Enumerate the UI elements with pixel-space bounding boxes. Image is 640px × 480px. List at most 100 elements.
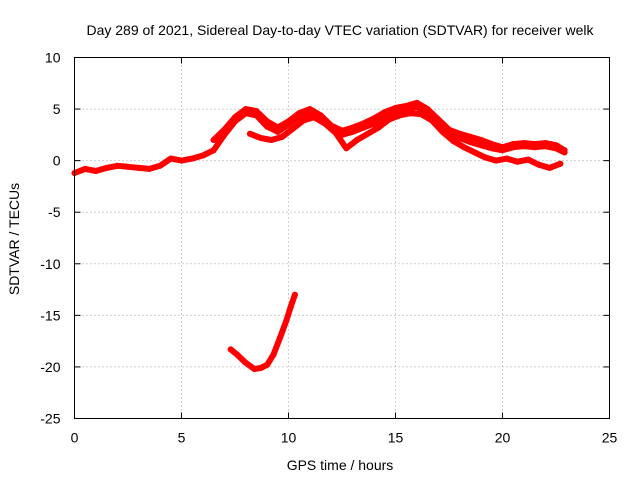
data-point-lower-trace (557, 160, 564, 167)
y-tick-label: 0 (53, 153, 61, 169)
y-tick-label: -10 (40, 256, 60, 272)
data-point-upper-trace (488, 141, 495, 148)
data-point-upper-trace (232, 114, 238, 121)
data-point-main (167, 155, 174, 162)
x-tick-label: 5 (178, 430, 186, 446)
data-point-upper-trace (520, 140, 527, 147)
data-point-lower-trace (300, 117, 307, 124)
y-tick-label: -20 (40, 359, 60, 375)
axis-ticks (74, 57, 610, 419)
data-point-upper-trace (392, 105, 399, 111)
data-point-main (125, 163, 131, 170)
data-point-main (189, 155, 196, 162)
data-point-negative-segment (251, 366, 258, 372)
data-point-upper-trace (221, 126, 228, 133)
data-point-upper-trace (306, 106, 313, 113)
data-point-upper-trace (413, 99, 420, 106)
data-point-main (92, 168, 99, 174)
data-point-lower-trace (418, 111, 425, 118)
data-point-upper-trace (296, 110, 303, 117)
data-point-upper-trace (264, 118, 271, 125)
data-point-lower-trace (257, 135, 264, 141)
data-point-main (274, 128, 281, 135)
data-point-lower-trace (268, 137, 275, 143)
data-point-upper-trace (210, 137, 217, 143)
x-axis-label: GPS time / hours (287, 457, 394, 473)
data-point-negative-segment (287, 304, 294, 311)
data-point-lower-trace (386, 116, 393, 123)
data-point-upper-trace (467, 133, 474, 140)
data-point-upper-trace (561, 147, 568, 154)
data-point-lower-trace (461, 144, 467, 151)
data-point-main (135, 164, 142, 171)
data-point-upper-trace (381, 109, 388, 116)
x-tick-label: 0 (71, 430, 79, 446)
data-point-negative-segment (283, 317, 290, 324)
data-point-lower-trace (546, 164, 553, 171)
data-point-lower-trace (396, 112, 403, 119)
data-point-lower-trace (407, 110, 414, 117)
data-point-upper-trace (424, 106, 431, 113)
data-point-lower-trace (343, 145, 350, 152)
data-point-upper-trace (499, 144, 506, 151)
data-point-lower-trace (279, 133, 286, 140)
data-point-lower-trace (289, 125, 296, 132)
data-point-lower-trace (428, 117, 435, 124)
data-point-lower-trace (535, 161, 542, 168)
data-point-upper-trace (349, 124, 356, 131)
data-point-main (467, 139, 474, 146)
data-point-upper-trace (339, 127, 345, 134)
data-point-lower-trace (503, 155, 510, 162)
data-point-lower-trace (482, 154, 489, 161)
data-point-upper-trace (274, 124, 281, 131)
x-tick-label: 20 (495, 430, 511, 446)
series-line-negative-segment (227, 291, 298, 372)
data-point-upper-trace (553, 142, 559, 149)
tick-labels: 0 5 10 15 20 25 10 5 0 -5 -10 -15 -20 -25 (40, 50, 617, 446)
data-point-negative-segment (257, 365, 264, 371)
data-point-negative-segment (242, 359, 249, 366)
data-point-upper-trace (285, 118, 292, 125)
data-point-main (103, 164, 110, 171)
data-point-negative-segment (270, 351, 277, 358)
data-point-lower-trace (321, 120, 328, 127)
data-point-negative-segment (276, 335, 283, 341)
y-tick-label: -25 (40, 411, 60, 427)
data-point-lower-trace (375, 124, 382, 131)
data-point-lower-trace (247, 130, 253, 137)
data-point-lower-trace (525, 156, 532, 163)
data-point-upper-trace (531, 141, 538, 148)
data-point-negative-segment (234, 351, 241, 358)
data-point-main (178, 157, 185, 164)
y-tick-label: -15 (40, 307, 60, 323)
data-point-main (199, 152, 206, 159)
data-point-lower-trace (450, 138, 457, 144)
y-tick-label: -5 (48, 204, 61, 220)
series-line-upper-trace (210, 99, 568, 154)
data-point-negative-segment (227, 346, 234, 353)
data-point-negative-segment (264, 361, 271, 368)
data-point-lower-trace (354, 137, 360, 143)
data-point-lower-trace (439, 128, 446, 135)
data-point-main (82, 165, 89, 172)
plot-frame (74, 57, 610, 419)
data-point-upper-trace (510, 141, 517, 148)
x-tick-label: 10 (281, 430, 297, 446)
data-point-lower-trace (364, 130, 371, 137)
data-point-lower-trace (311, 114, 318, 121)
data-point-negative-segment (291, 291, 298, 298)
data-point-upper-trace (456, 130, 463, 137)
data-point-upper-trace (253, 108, 260, 115)
x-tick-label: 15 (388, 430, 404, 446)
data-point-upper-trace (435, 116, 442, 123)
data-point-main (157, 162, 164, 169)
data-point-upper-trace (403, 103, 410, 109)
data-point-upper-trace (360, 120, 367, 127)
data-point-upper-trace (371, 115, 378, 122)
y-tick-label: 10 (45, 50, 61, 66)
data-point-main (114, 162, 121, 169)
data-point-upper-trace (446, 126, 452, 133)
data-point-lower-trace (514, 158, 521, 165)
